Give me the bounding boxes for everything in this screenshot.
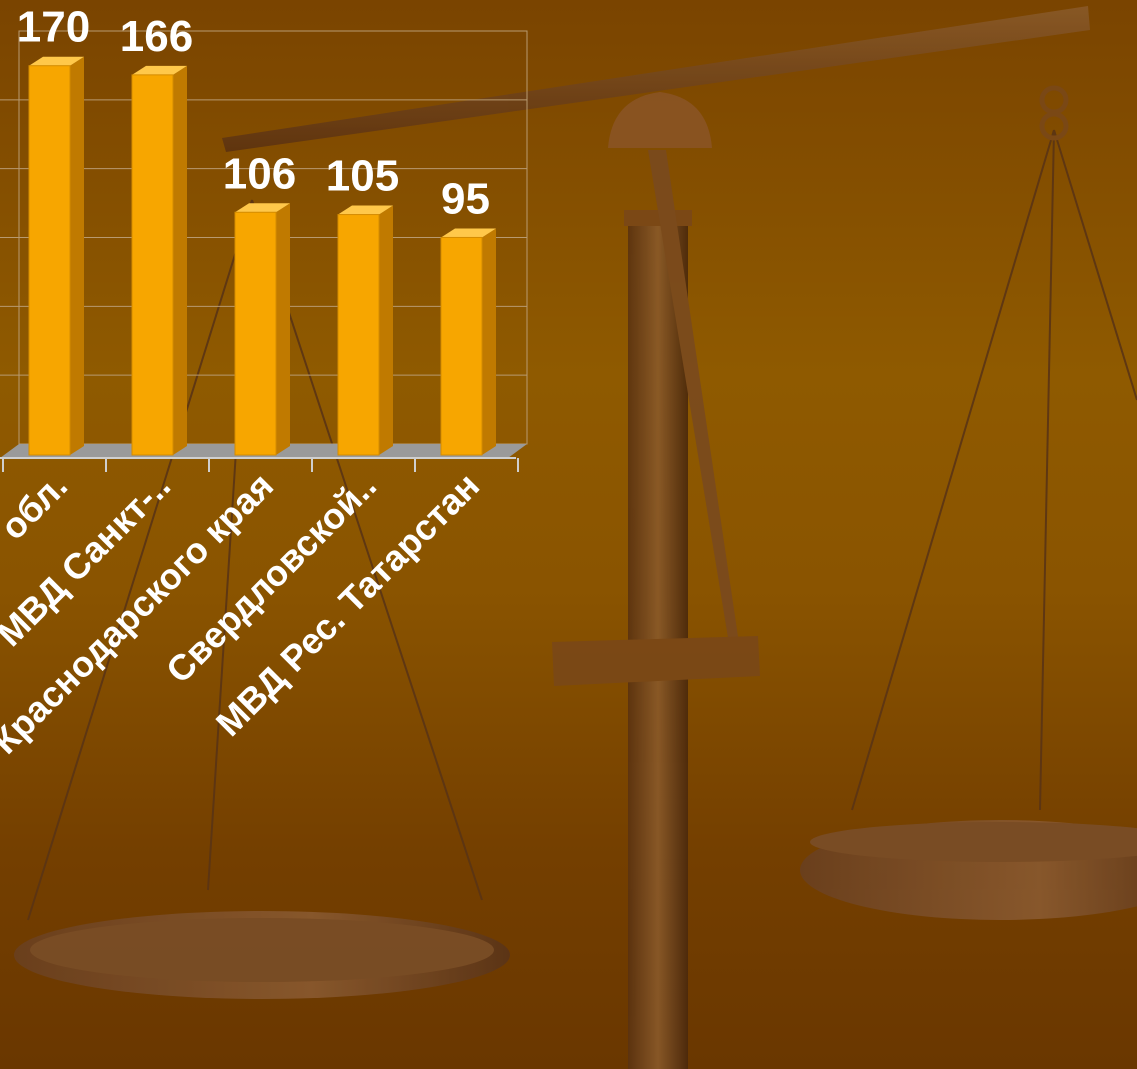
scales-collar — [624, 210, 692, 226]
scales-cap — [608, 92, 712, 148]
bar-front — [28, 65, 71, 456]
bar-front — [337, 214, 380, 456]
bar — [28, 56, 84, 456]
bar-side — [173, 65, 187, 456]
bar-top — [441, 228, 496, 238]
right-hook-ring-lower — [1039, 111, 1069, 141]
category-label: обл. — [0, 465, 75, 548]
bar-top — [29, 56, 84, 66]
value-label: 166 — [120, 12, 193, 61]
bar-side — [379, 205, 393, 455]
chart-category-labels: обл.МВД Санкт-..Краснодарского краяСверд… — [0, 465, 487, 762]
bar-front — [440, 236, 483, 456]
bar-side — [70, 56, 84, 455]
bar-front — [234, 211, 277, 456]
bar-front — [131, 74, 174, 456]
bar-side — [276, 203, 290, 455]
chart-ticks — [0, 457, 519, 472]
scales-crossbar — [552, 636, 760, 686]
bar-top — [338, 205, 393, 215]
scales-pointer — [648, 150, 740, 650]
bar-top — [132, 65, 187, 75]
bar — [337, 205, 393, 456]
bar-side — [482, 228, 496, 455]
bar — [440, 228, 496, 456]
right-pan-rim — [810, 822, 1137, 862]
right-pan-strings — [851, 129, 1137, 811]
right-hook-ring — [1039, 85, 1069, 115]
value-label: 105 — [326, 152, 399, 201]
value-label: 106 — [223, 149, 296, 198]
left-pan-rim — [30, 918, 494, 982]
scales-beam — [222, 6, 1090, 152]
chart-value-labels: 170 166 106 105 95 — [17, 3, 490, 224]
bar — [234, 203, 290, 456]
chart-bars — [28, 56, 496, 456]
bar — [131, 65, 187, 456]
bar-top — [235, 203, 290, 213]
value-label: 170 — [17, 3, 90, 52]
value-label: 95 — [441, 174, 490, 223]
